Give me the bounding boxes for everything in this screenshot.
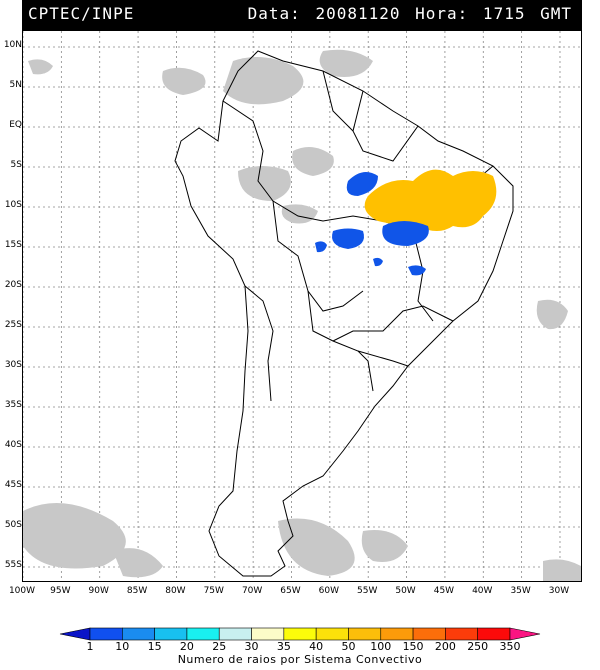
colorbar-tick-label: 10	[115, 640, 130, 653]
colorbar-min-arrow	[59, 627, 91, 641]
longitude-label: 90W	[88, 586, 109, 596]
storm-cell-blue	[408, 265, 426, 276]
longitude-label: 75W	[203, 586, 224, 596]
longitude-label: 95W	[50, 586, 71, 596]
colorbar-tick-label: 100	[370, 640, 392, 653]
colorbar-tick-label: 35	[276, 640, 291, 653]
cloud-patch	[361, 530, 408, 562]
colorbar-max-arrow	[509, 627, 541, 641]
latitude-label: 15S	[4, 240, 22, 250]
storm-cell-blue	[332, 228, 364, 249]
satellite-cloud-cover	[23, 49, 581, 581]
latitude-label: 10S	[4, 200, 22, 210]
longitude-label: 45W	[433, 586, 455, 596]
latitude-label: 40S	[4, 440, 22, 450]
longitude-label: 65W	[280, 586, 301, 596]
country-border	[357, 350, 409, 367]
south-america-coastline	[174, 50, 514, 577]
country-border	[244, 285, 274, 402]
storm-cell-blue	[373, 257, 383, 267]
storm-cell-blue	[315, 241, 327, 253]
colorbar-swatch	[380, 627, 414, 641]
latitude-label: 30S	[4, 360, 22, 370]
storm-cell-blue	[382, 221, 429, 246]
organization-title: CPTEC/INPE	[28, 4, 135, 23]
longitude-label: 60W	[318, 586, 340, 596]
colorbar-swatch	[315, 627, 349, 641]
latitude-label: 10N	[3, 40, 22, 50]
colorbar-swatch	[154, 627, 188, 641]
cloud-patch	[278, 518, 355, 576]
latitude-label: 35S	[4, 400, 22, 410]
colorbar-tick-label: 15	[147, 640, 162, 653]
colorbar-tick-label: 50	[341, 640, 356, 653]
cloud-patch	[536, 299, 568, 330]
date-time-title: Data: 20081120 Hora: 1715 GMT	[247, 4, 572, 23]
colorbar-swatch	[122, 627, 155, 641]
cloud-patch	[162, 67, 206, 95]
cloud-patch	[319, 49, 373, 77]
colorbar	[0, 626, 600, 670]
cloud-patch	[223, 57, 304, 105]
longitude-label: 100W	[8, 586, 36, 596]
latitude-label: 45S	[4, 480, 22, 490]
map-area	[22, 30, 582, 582]
longitude-label: 35W	[510, 586, 531, 596]
country-border	[352, 90, 419, 162]
latitude-label: 25S	[4, 320, 22, 330]
latitude-label: 20S	[4, 280, 22, 290]
colorbar-tick-label: 200	[434, 640, 456, 653]
colorbar-swatch	[89, 627, 123, 641]
colorbar-swatch	[251, 627, 285, 641]
country-border	[307, 290, 374, 392]
cloud-patch	[281, 204, 318, 224]
map-header: CPTEC/INPE Data: 20081120 Hora: 1715 GMT	[22, 0, 582, 30]
longitude-label: 70W	[241, 586, 263, 596]
longitude-label: 40W	[472, 586, 493, 596]
longitude-label: 80W	[165, 586, 186, 596]
colorbar-swatch	[445, 627, 478, 641]
colorbar-swatch	[412, 627, 446, 641]
colorbar-tick-label: 25	[212, 640, 227, 653]
latitude-label: 5S	[10, 160, 22, 170]
latitude-label: 50S	[4, 520, 22, 530]
colorbar-tick-label: 1	[86, 640, 94, 653]
storm-cell-blue	[346, 172, 378, 196]
colorbar-title: Numero de raios por Sistema Convectivo	[177, 653, 423, 666]
latitude-label: 55S	[4, 560, 22, 570]
longitude-label: 85W	[126, 586, 148, 596]
colorbar-tick-label: 30	[244, 640, 259, 653]
colorbar-tick-label: 20	[179, 640, 194, 653]
longitude-label: 30W	[548, 586, 570, 596]
colorbar-tick-label: 250	[467, 640, 489, 653]
map-canvas	[23, 31, 581, 581]
cloud-patch	[292, 147, 334, 176]
colorbar-swatch	[186, 627, 220, 641]
colorbar-tick-label: 40	[309, 640, 324, 653]
country-border	[412, 230, 434, 322]
cloud-patch	[238, 166, 291, 201]
latitude-label: EQ	[9, 120, 22, 130]
latitude-label: 5N	[9, 80, 22, 90]
lat-lon-grid	[23, 31, 581, 581]
cloud-patch	[543, 559, 581, 581]
colorbar-swatch	[283, 627, 317, 641]
longitude-label: 50W	[395, 586, 416, 596]
storm-cell-orange	[364, 169, 497, 231]
cloud-patch	[28, 59, 53, 75]
longitude-label: 55W	[357, 586, 378, 596]
colorbar-tick-label: 350	[499, 640, 521, 653]
lightning-convective-systems	[315, 169, 497, 276]
cloud-patch	[23, 503, 126, 569]
colorbar-swatch	[477, 627, 511, 641]
colorbar-swatch	[348, 627, 382, 641]
continent-outlines	[174, 50, 514, 577]
colorbar-swatch	[218, 627, 252, 641]
cloud-patch	[113, 548, 163, 578]
country-border	[322, 70, 354, 132]
colorbar-tick-label: 150	[402, 640, 424, 653]
colorbar-swatches	[59, 627, 541, 641]
country-border	[332, 305, 454, 342]
